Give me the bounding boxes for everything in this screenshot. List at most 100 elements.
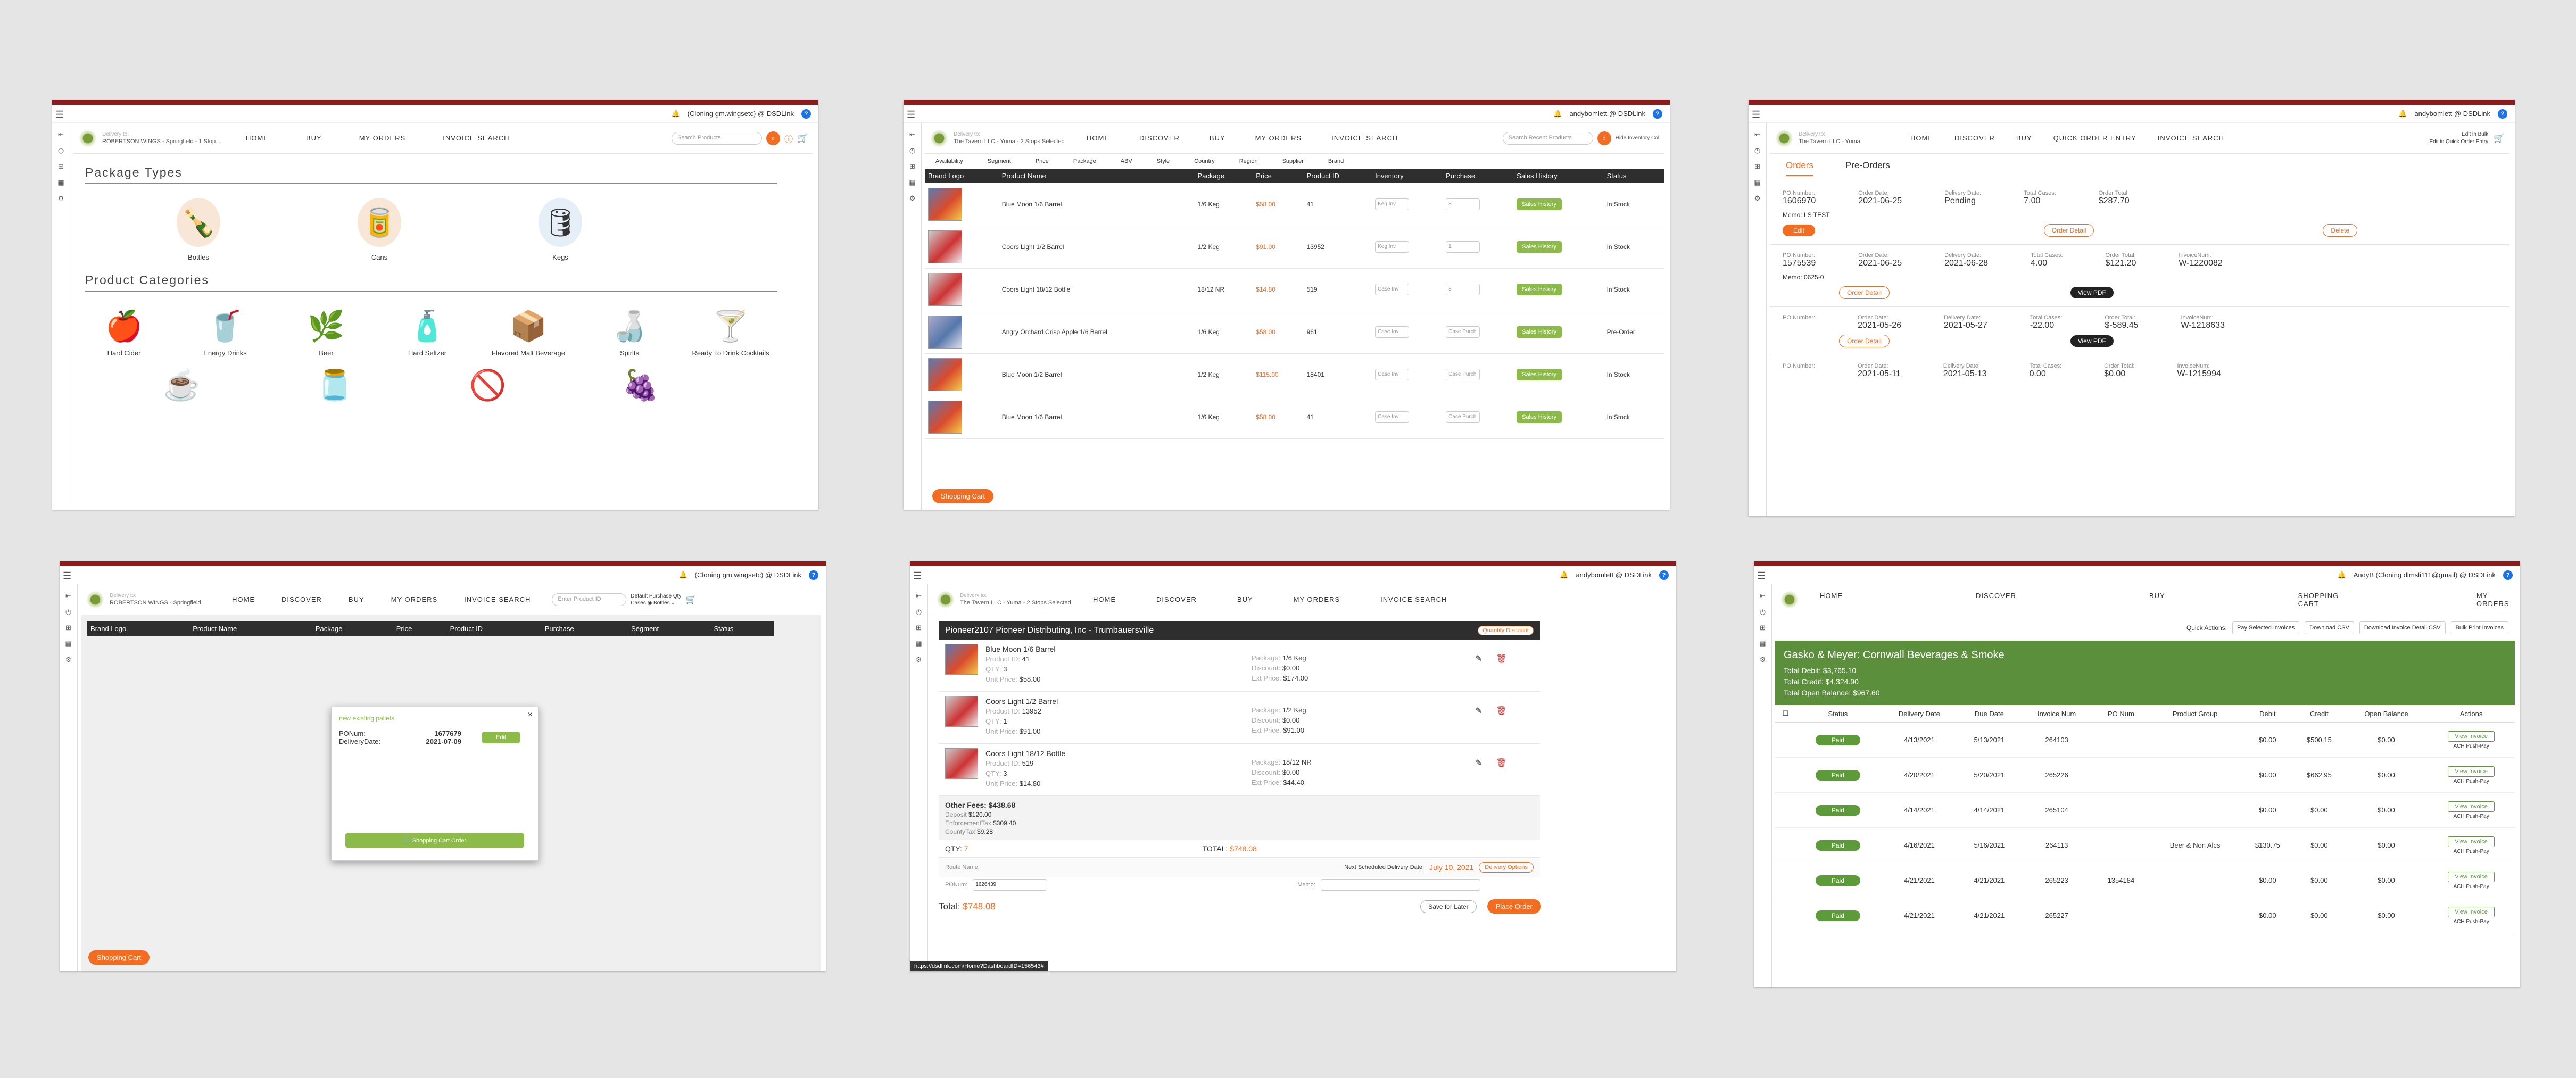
package-cans[interactable]: 🥫 Cans — [355, 198, 403, 261]
edit-icon[interactable]: ✎ — [1475, 759, 1482, 768]
category-rtd-cocktails[interactable]: 🍸 Ready To Drink Cocktails — [691, 303, 771, 357]
view-invoice-button[interactable]: View Invoice — [2448, 766, 2495, 777]
user-menu[interactable]: andybomlett @ DSDLink — [1576, 571, 1652, 579]
modal-tabs[interactable]: new existing pallets — [339, 715, 395, 722]
brand-logo[interactable] — [86, 590, 104, 609]
sales-history-button[interactable]: Sales History — [1517, 411, 1562, 423]
menu-icon[interactable]: ☰ — [907, 109, 916, 120]
order-detail-button[interactable]: Order Detail — [1839, 335, 1890, 347]
edit-order-button[interactable]: Edit — [1783, 225, 1815, 236]
rail-icon[interactable]: ⚙ — [909, 194, 916, 202]
category-flavored-malt[interactable]: 📦 Flavored Malt Beverage — [488, 303, 568, 357]
brand-logo[interactable] — [937, 590, 955, 609]
nav-my-orders[interactable]: MY ORDERS — [1293, 595, 1340, 603]
rail-icon[interactable]: ⊞ — [1754, 162, 1760, 170]
inventory-input[interactable]: Keg Inv — [1375, 241, 1410, 253]
shopping-cart-order-button[interactable]: 🛒 Shopping Cart Order — [345, 833, 524, 848]
inventory-input[interactable]: Case Inv — [1375, 284, 1410, 295]
nav-discover[interactable]: DISCOVER — [281, 595, 322, 603]
filter-brand[interactable]: Brand — [1328, 158, 1344, 164]
brand-logo[interactable] — [930, 129, 948, 147]
rail-icon[interactable]: ▦ — [1759, 640, 1766, 648]
nav-invoice-search[interactable]: INVOICE SEARCH — [464, 595, 531, 603]
nav-invoice-search[interactable]: INVOICE SEARCH — [1380, 595, 1447, 603]
nav-discover[interactable]: DISCOVER — [1156, 595, 1197, 603]
col-price[interactable]: Price — [1253, 169, 1304, 183]
nav-quick-order[interactable]: QUICK ORDER ENTRY — [2053, 134, 2136, 142]
rail-icon[interactable]: ▦ — [915, 640, 922, 648]
bulk-print-button[interactable]: Bulk Print Invoices — [2450, 621, 2508, 634]
ponum-input[interactable]: 1626439 — [973, 879, 1048, 891]
category-beer[interactable]: 🌿 Beer — [286, 303, 366, 357]
nav-home[interactable]: HOME — [232, 595, 255, 603]
cart-icon[interactable]: 🛒 — [685, 595, 697, 604]
rail-icon[interactable]: ⚙ — [915, 656, 922, 664]
nav-my-orders[interactable]: MY ORDERS — [1255, 134, 1302, 142]
filter-package[interactable]: Package — [1073, 158, 1096, 164]
nav-buy[interactable]: BUY — [1209, 134, 1225, 142]
rail-icon[interactable]: ⊞ — [916, 624, 922, 632]
product-name[interactable]: Angry Orchard Crisp Apple 1/6 Barrel — [998, 311, 1195, 354]
account-selector[interactable]: Delivery to: ROBERTSON WINGS - Springfie… — [102, 131, 225, 145]
save-for-later-button[interactable]: Save for Later — [1420, 900, 1477, 913]
product-name[interactable]: Blue Moon 1/2 Barrel — [998, 353, 1195, 396]
rail-icon[interactable]: ▦ — [57, 178, 64, 186]
bell-icon[interactable]: 🔔 — [2398, 109, 2407, 118]
user-menu[interactable]: AndyB (Cloning dlmsli111@gmail) @ DSDLin… — [2353, 571, 2496, 579]
nav-invoice-search[interactable]: INVOICE SEARCH — [443, 134, 510, 142]
filter-availability[interactable]: Availability — [935, 158, 963, 164]
product-name[interactable]: Blue Moon 1/6 Barrel — [998, 183, 1195, 226]
account-selector[interactable]: Delivery to: The Tavern LLC - Yuma — [1799, 131, 1905, 145]
trash-icon[interactable]: 🗑 — [1496, 759, 1507, 768]
shopping-cart-button[interactable]: Shopping Cart — [88, 950, 150, 965]
tab-orders[interactable]: Orders — [1786, 160, 1813, 176]
help-icon[interactable]: ? — [2498, 109, 2507, 119]
category-spirits[interactable]: 🍶 Spirits — [590, 303, 669, 357]
purchase-input[interactable]: Case Purch — [1446, 411, 1480, 423]
purchase-input[interactable]: Case Purch — [1446, 326, 1480, 338]
nav-home[interactable]: HOME — [1820, 591, 1843, 600]
rail-icon[interactable]: ▦ — [909, 178, 916, 186]
filter-supplier[interactable]: Supplier — [1282, 158, 1304, 164]
trash-icon[interactable]: 🗑 — [1496, 654, 1507, 664]
help-icon[interactable]: ? — [1659, 570, 1669, 580]
search-input[interactable]: Search Recent Products — [1502, 131, 1593, 145]
nav-discover[interactable]: DISCOVER — [1139, 134, 1180, 142]
package-bottles[interactable]: 🍾 Bottles — [175, 198, 222, 261]
bell-icon[interactable]: 🔔 — [671, 109, 680, 118]
category-wine[interactable]: 🍇 — [601, 362, 681, 408]
user-menu[interactable]: andybomlett @ DSDLink — [2414, 110, 2490, 118]
close-icon[interactable]: × — [527, 710, 533, 719]
rail-icon[interactable]: ⚙ — [1754, 194, 1761, 202]
nav-my-orders[interactable]: MY ORDERS — [2476, 591, 2509, 608]
view-invoice-button[interactable]: View Invoice — [2448, 731, 2495, 742]
rail-icon[interactable]: ⇤ — [909, 130, 915, 138]
purchase-input[interactable]: 3 — [1446, 198, 1480, 210]
account-selector[interactable]: Delivery to: ROBERTSON WINGS - Springfie… — [110, 592, 232, 607]
quantity-discount-button[interactable]: Quantity Discount — [1478, 626, 1534, 635]
order-detail-button[interactable]: Order Detail — [2043, 224, 2094, 237]
nav-home[interactable]: HOME — [1087, 134, 1109, 142]
rail-icon[interactable]: ⊞ — [909, 162, 915, 170]
cart-icon[interactable]: 🛒 — [797, 134, 808, 143]
category-coffee[interactable]: ☕ — [142, 362, 222, 408]
col-product-name[interactable]: Product Name — [998, 169, 1195, 183]
delete-order-button[interactable]: Delete — [2323, 224, 2358, 237]
rail-icon[interactable]: ⇤ — [916, 592, 922, 600]
memo-input[interactable] — [1320, 879, 1480, 891]
bell-icon[interactable]: 🔔 — [2337, 570, 2346, 579]
place-order-button[interactable]: Place Order — [1487, 899, 1541, 914]
category-hard-seltzer[interactable]: 🧴 Hard Seltzer — [387, 303, 467, 357]
nav-home[interactable]: HOME — [1910, 134, 1933, 142]
rail-icon[interactable]: ⊞ — [58, 162, 64, 170]
help-icon[interactable]: ? — [1653, 109, 1662, 119]
sales-history-button[interactable]: Sales History — [1517, 198, 1562, 210]
edit-in-bulk-link[interactable]: Edit in Bulk — [2462, 131, 2489, 137]
nav-invoice-search[interactable]: INVOICE SEARCH — [2157, 134, 2225, 142]
inventory-input[interactable]: Case Inv — [1375, 326, 1410, 338]
download-csv-button[interactable]: Download CSV — [2305, 621, 2354, 634]
menu-icon[interactable]: ☰ — [1757, 570, 1766, 581]
category-hard-cider[interactable]: 🍎 Hard Cider — [84, 303, 164, 357]
search-input[interactable]: Search Products — [672, 131, 763, 145]
select-all-checkbox[interactable]: ☐ — [1775, 705, 1796, 723]
